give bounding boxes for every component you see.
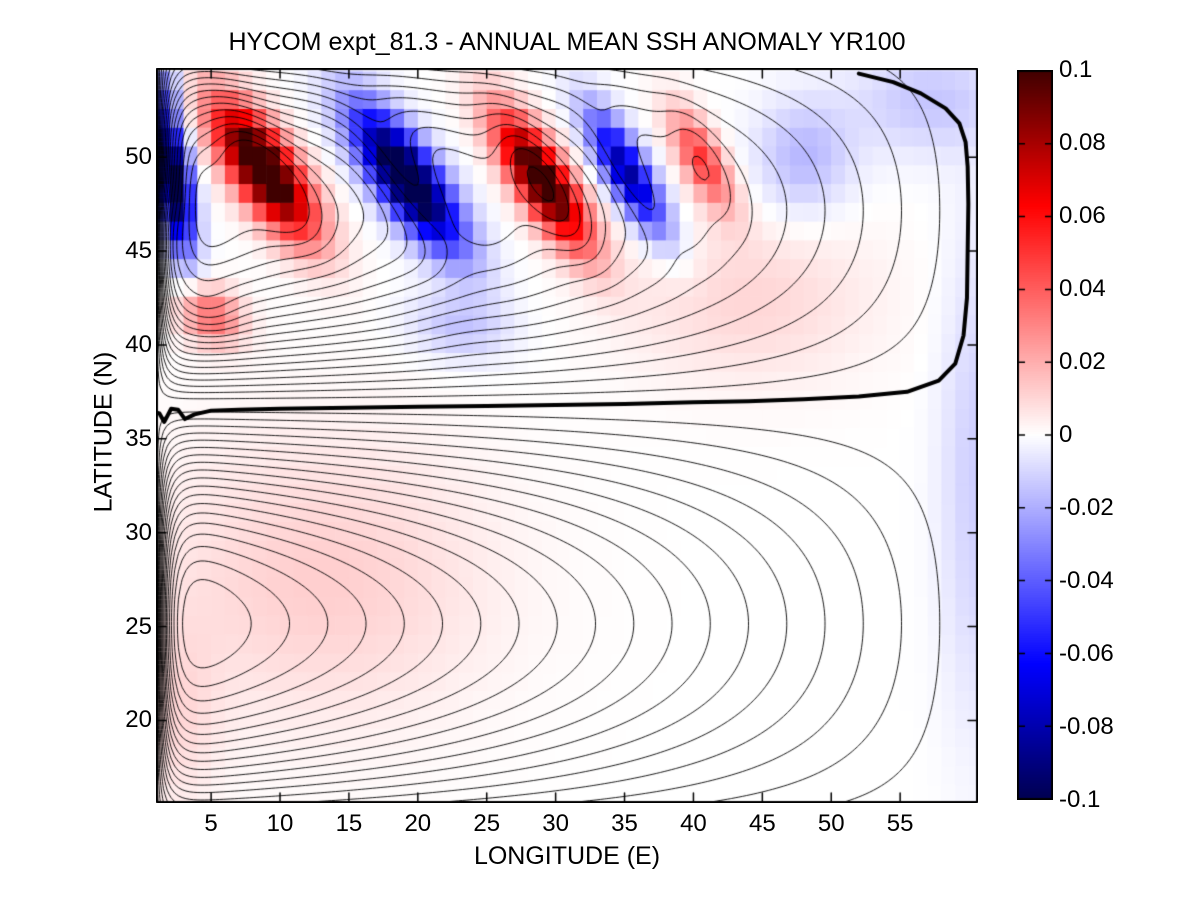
y-tick-label: 50 <box>125 143 152 171</box>
x-tick-label: 35 <box>611 810 638 837</box>
colorbar-tick-label: 0.04 <box>1059 275 1106 302</box>
colorbar-tick-label: -0.06 <box>1059 640 1114 667</box>
y-tick-label: 40 <box>125 330 152 358</box>
x-tick-label: 20 <box>404 810 432 837</box>
x-tick-label: 45 <box>748 810 776 837</box>
plot-area <box>156 68 978 803</box>
x-tick-label: 5 <box>204 810 218 837</box>
colorbar-tick-label: 0.06 <box>1059 202 1106 229</box>
x-tick-label: 15 <box>335 810 363 837</box>
x-tick-label: 50 <box>817 810 845 837</box>
colorbar-tick-label: -0.02 <box>1059 494 1114 521</box>
colorbar-tick-label: -0.04 <box>1059 567 1114 594</box>
x-tick-label: 25 <box>473 810 501 837</box>
x-tick-label: 10 <box>266 810 294 837</box>
y-tick-label: 20 <box>125 706 152 734</box>
colorbar-tick-label: 0.1 <box>1059 56 1093 83</box>
y-tick-label: 25 <box>125 612 152 640</box>
colorbar-tick-label: -0.08 <box>1059 713 1114 740</box>
colorbar-tick-label: 0.08 <box>1059 129 1106 156</box>
colorbar-tick-label: -0.1 <box>1059 786 1101 813</box>
x-axis-label: LONGITUDE (E) <box>473 842 661 870</box>
y-tick-label: 45 <box>125 237 152 265</box>
x-tick-label: 40 <box>680 810 707 837</box>
y-tick-label: 30 <box>125 518 152 546</box>
colorbar <box>1017 70 1053 800</box>
y-tick-label: 35 <box>125 424 152 452</box>
y-axis-label: LATITUDE (N) <box>89 351 118 513</box>
x-tick-label: 55 <box>886 810 914 837</box>
colorbar-tick-label: 0 <box>1059 421 1073 448</box>
chart-title: HYCOM expt_81.3 - ANNUAL MEAN SSH ANOMAL… <box>228 28 906 56</box>
x-tick-label: 30 <box>542 810 569 837</box>
colorbar-tick-label: 0.02 <box>1059 348 1106 375</box>
